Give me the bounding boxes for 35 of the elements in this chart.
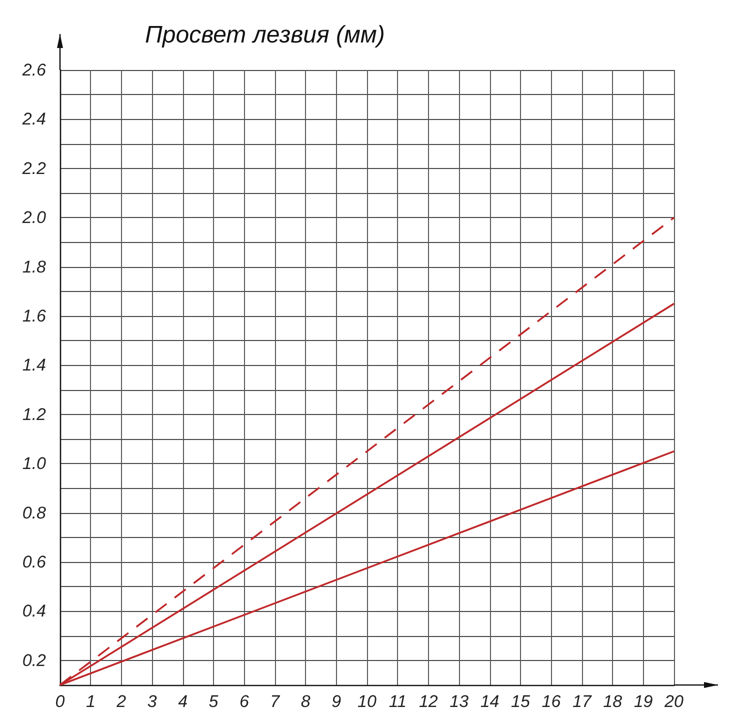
chart-title: Просвет лезвия (мм)	[145, 22, 385, 48]
x-tick-label: 14	[480, 692, 500, 711]
x-tick-label: 17	[572, 692, 592, 711]
y-tick-label: 0.6	[22, 552, 47, 572]
y-tick-label: 1.8	[22, 257, 47, 276]
y-tick-label: 2.2	[21, 158, 47, 178]
x-tick-label: 7	[270, 692, 280, 711]
y-tick-label: 2.4	[21, 110, 46, 129]
x-tick-label: 11	[388, 692, 407, 711]
y-tick-label: 1.6	[22, 306, 47, 326]
x-tick-label: 0	[55, 692, 66, 711]
y-tick-label: 2.0	[21, 208, 47, 228]
x-tick-label: 16	[542, 692, 562, 711]
x-tick-label: 5	[208, 692, 219, 711]
y-tick-label: 1.4	[22, 356, 46, 375]
x-tick-label: 3	[147, 692, 158, 711]
x-tick-label: 9	[332, 692, 342, 711]
x-tick-label: 6	[239, 692, 250, 711]
x-tick-label: 1	[86, 692, 96, 711]
x-tick-label: 8	[300, 692, 311, 711]
x-tick-label: 10	[358, 692, 377, 711]
y-tick-label: 1.0	[22, 454, 47, 474]
x-tick-label: 18	[603, 692, 623, 711]
x-tick-label: 20	[664, 692, 684, 711]
x-tick-label: 2	[116, 692, 127, 711]
x-tick-label: 15	[511, 692, 530, 711]
y-tick-label: 0.4	[22, 602, 46, 621]
x-tick-label: 12	[418, 692, 438, 711]
y-tick-label: 2.6	[21, 60, 47, 80]
x-tick-label: 4	[178, 692, 188, 711]
y-tick-label: 1.2	[22, 404, 47, 424]
y-tick-label: 0.2	[22, 650, 47, 670]
x-tick-label: 19	[634, 692, 654, 711]
y-tick-label: 0.8	[22, 503, 47, 522]
x-tick-label: 13	[450, 692, 470, 711]
